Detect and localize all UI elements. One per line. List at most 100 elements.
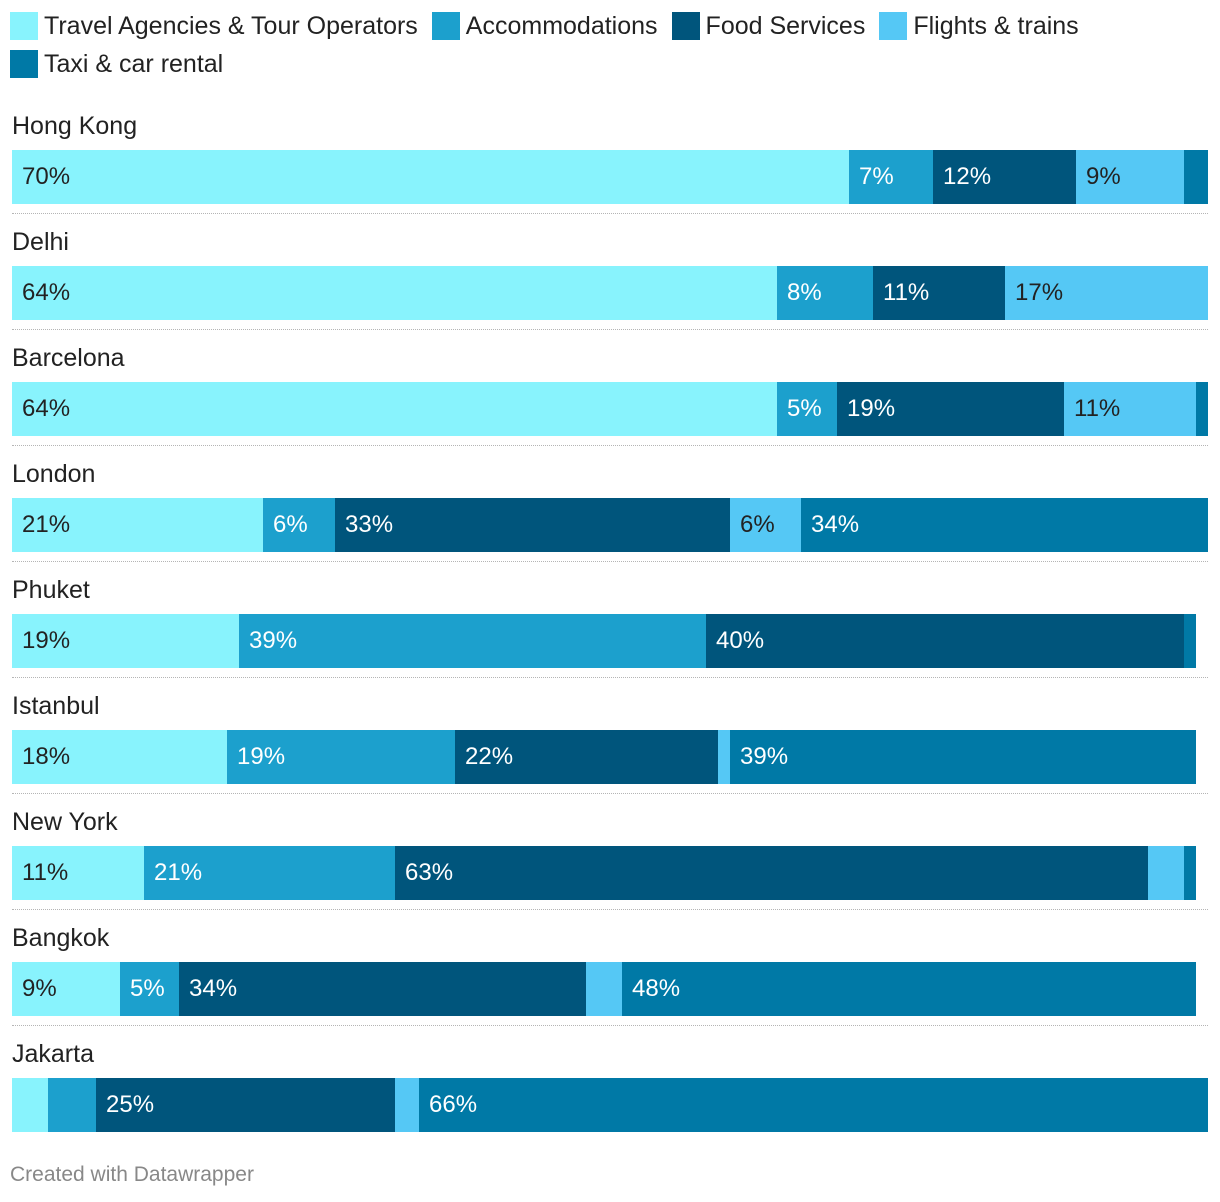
stacked-bar: 18% 19% 22% 39% xyxy=(12,730,1208,784)
data-label: 17% xyxy=(1015,279,1064,306)
stacked-bar: 25% 66% xyxy=(12,1078,1208,1132)
legend-swatch xyxy=(879,12,908,40)
data-label: 25% xyxy=(106,1091,155,1118)
legend-label: Taxi & car rental xyxy=(44,49,224,78)
bar-segment-travel-agencies-and-tour-operators: 70% xyxy=(12,150,849,204)
bar-row-london: London 21% 6% 33% 6% 34% xyxy=(12,458,1208,574)
bar-segment-taxi-and-car-rental: 34% xyxy=(801,498,1208,552)
bar-row-phuket: Phuket 19% 39% 40% xyxy=(12,574,1208,690)
data-label: 7% xyxy=(859,163,894,190)
bar-segment-travel-agencies-and-tour-operators: 64% xyxy=(12,382,777,436)
bar-segment-food-services: 22% xyxy=(455,730,718,784)
row-divider xyxy=(12,445,1208,446)
bar-segment-taxi-and-car-rental: 66% xyxy=(419,1078,1208,1132)
category-label: London xyxy=(12,460,96,488)
data-label: 11% xyxy=(883,279,930,306)
bar-segment-accommodations: 8% xyxy=(777,266,873,320)
data-label: 39% xyxy=(740,743,789,770)
stacked-bar: 64% 5% 19% 11% xyxy=(12,382,1208,436)
bar-segment-travel-agencies-and-tour-operators: 11% xyxy=(12,846,144,900)
data-label: 6% xyxy=(740,511,775,538)
bar-segment-food-services: 19% xyxy=(837,382,1064,436)
data-label: 19% xyxy=(237,743,286,770)
bar-segment-food-services: 12% xyxy=(933,150,1076,204)
data-label: 21% xyxy=(22,511,71,538)
stacked-bar: 70% 7% 12% 9% xyxy=(12,150,1208,204)
row-divider xyxy=(12,561,1208,562)
bar-row-istanbul: Istanbul 18% 19% 22% 39% xyxy=(12,690,1208,806)
data-label: 9% xyxy=(22,975,57,1002)
category-label: Hong Kong xyxy=(12,112,138,140)
bar-segment-accommodations: 21% xyxy=(144,846,395,900)
data-label: 63% xyxy=(405,859,454,886)
bar-row-bangkok: Bangkok 9% 5% 34% 48% xyxy=(12,922,1208,1038)
bar-segment-food-services: 25% xyxy=(96,1078,395,1132)
bar-segment-accommodations: 6% xyxy=(263,498,335,552)
legend-item-food-services: Food Services xyxy=(671,11,866,40)
bar-segment-food-services: 63% xyxy=(395,846,1148,900)
bar-segment-accommodations: 5% xyxy=(120,962,179,1016)
data-label: 5% xyxy=(130,975,165,1002)
bar-segment-accommodations: 5% xyxy=(777,382,837,436)
data-label: 34% xyxy=(811,511,860,538)
bar-segment-travel-agencies-and-tour-operators: 64% xyxy=(12,266,777,320)
legend-label: Travel Agencies & Tour Operators xyxy=(44,11,418,40)
bar-segment-flights-and-trains: 17% xyxy=(1005,266,1208,320)
bar-segment-taxi-and-car-rental xyxy=(1184,614,1196,668)
category-label: Bangkok xyxy=(12,924,110,952)
bar-segment-flights-and-trains xyxy=(586,962,622,1016)
data-label: 64% xyxy=(22,279,71,306)
chart-legend: Travel Agencies & Tour Operators Accommod… xyxy=(10,12,1200,78)
bar-segment-travel-agencies-and-tour-operators: 21% xyxy=(12,498,263,552)
category-label: Istanbul xyxy=(12,692,100,720)
bar-segment-flights-and-trains: 9% xyxy=(1076,150,1184,204)
stacked-bar: 21% 6% 33% 6% 34% xyxy=(12,498,1208,552)
legend-item-flights-and-trains: Flights & trains xyxy=(879,12,1079,40)
data-label: 22% xyxy=(465,743,514,770)
bar-segment-travel-agencies-and-tour-operators xyxy=(12,1078,48,1132)
bar-segment-taxi-and-car-rental xyxy=(1184,150,1208,204)
bar-row-new-york: New York 11% 21% 63% xyxy=(12,806,1208,922)
data-label: 19% xyxy=(847,395,896,422)
data-label: 48% xyxy=(632,975,681,1002)
bar-segment-food-services: 34% xyxy=(179,962,586,1016)
bar-segment-flights-and-trains xyxy=(395,1078,419,1132)
credit-footer: Created with Datawrapper xyxy=(10,1163,254,1186)
bar-segment-taxi-and-car-rental xyxy=(1196,382,1208,436)
data-label: 11% xyxy=(22,859,69,886)
stacked-bar: 9% 5% 34% 48% xyxy=(12,962,1208,1016)
data-label: 64% xyxy=(22,395,71,422)
legend-item-travel-agencies-and-tour-operators: Travel Agencies & Tour Operators xyxy=(10,12,418,40)
data-label: 11% xyxy=(1074,395,1121,422)
bar-segment-accommodations xyxy=(48,1078,96,1132)
bar-segment-accommodations: 39% xyxy=(239,614,706,668)
data-label: 21% xyxy=(154,859,203,886)
bar-segment-food-services: 33% xyxy=(335,498,730,552)
category-label: New York xyxy=(12,808,118,836)
bar-segment-travel-agencies-and-tour-operators: 9% xyxy=(12,962,120,1016)
bar-segment-travel-agencies-and-tour-operators: 18% xyxy=(12,730,227,784)
stacked-bar: 19% 39% 40% xyxy=(12,614,1208,668)
bar-segment-flights-and-trains: 11% xyxy=(1064,382,1196,436)
row-divider xyxy=(12,677,1208,678)
row-divider xyxy=(12,909,1208,910)
bar-segment-flights-and-trains xyxy=(718,730,730,784)
data-label: 9% xyxy=(1086,163,1121,190)
legend-item-accommodations: Accommodations xyxy=(431,12,658,40)
bar-segment-taxi-and-car-rental xyxy=(1184,846,1196,900)
category-label: Delhi xyxy=(12,228,69,256)
bar-segment-travel-agencies-and-tour-operators: 19% xyxy=(12,614,239,668)
bar-segment-accommodations: 19% xyxy=(227,730,455,784)
bar-row-delhi: Delhi 64% 8% 11% 17% xyxy=(12,226,1208,342)
data-label: 70% xyxy=(22,163,71,190)
row-divider xyxy=(12,213,1208,214)
legend-swatch xyxy=(671,12,700,40)
category-label: Jakarta xyxy=(12,1040,94,1068)
bar-segment-accommodations: 7% xyxy=(849,150,933,204)
bar-segment-taxi-and-car-rental: 39% xyxy=(730,730,1196,784)
data-label: 6% xyxy=(273,511,308,538)
bar-segment-food-services: 40% xyxy=(706,614,1184,668)
legend-label: Food Services xyxy=(705,11,866,40)
row-divider xyxy=(12,793,1208,794)
data-label: 19% xyxy=(22,627,71,654)
